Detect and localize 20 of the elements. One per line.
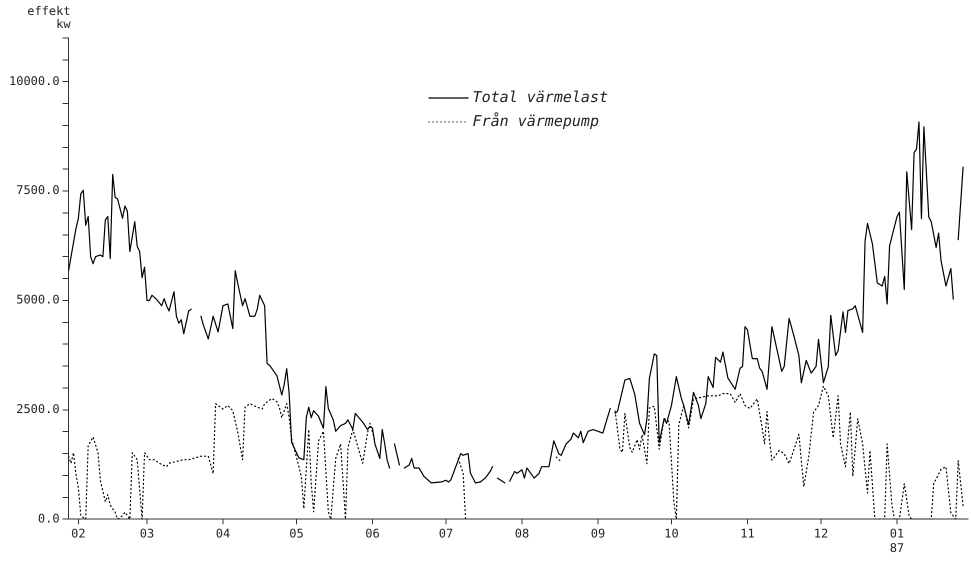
x-tick-label: 03 xyxy=(140,526,154,541)
y-tick-label: 0.0 xyxy=(38,511,60,526)
x-tick-label: 12 xyxy=(814,526,828,541)
x-tick-label: 09 xyxy=(590,526,606,541)
y-tick-label: 2500.0 xyxy=(16,402,60,416)
y-tick-label: 10000.0 xyxy=(8,74,60,88)
legend-label: Från värmepump xyxy=(472,112,599,130)
x-tick-label: 01 87 xyxy=(890,526,904,555)
x-tick-label: 02 xyxy=(71,526,86,541)
x-tick-label: 08 xyxy=(514,526,530,541)
x-tick-label: 07 xyxy=(438,526,454,541)
y-tick-label: 7500.0 xyxy=(16,183,60,198)
x-tick-label: 10 xyxy=(664,526,679,541)
x-tick-label: 06 xyxy=(365,526,380,541)
x-tick-label: 05 xyxy=(289,526,304,541)
y-axis-title: effekt kw xyxy=(27,4,72,32)
x-tick-label: 04 xyxy=(216,526,230,541)
legend-label: Total värmelast xyxy=(472,88,608,106)
x-tick-label: 11 xyxy=(740,526,755,541)
y-tick-label: 5000.0 xyxy=(16,292,60,307)
